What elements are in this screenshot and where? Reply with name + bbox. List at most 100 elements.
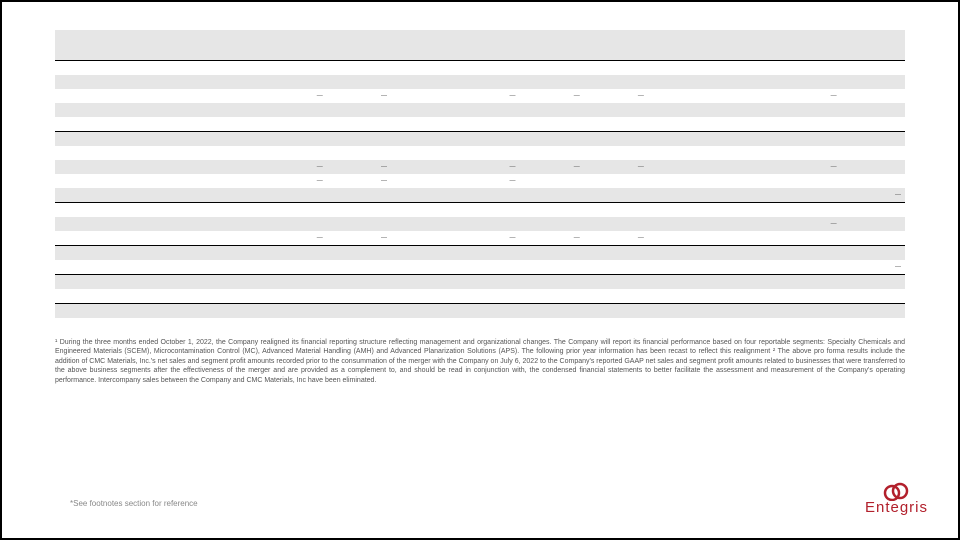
- table-cell: [519, 304, 583, 319]
- table-cell: [841, 174, 905, 188]
- table-cell: —: [776, 89, 840, 103]
- page: ——————————————————————— ¹ During the thr…: [0, 0, 960, 540]
- table-cell: [263, 117, 327, 132]
- table-cell: [712, 188, 776, 203]
- table-cell: [55, 318, 263, 332]
- table-cell: [712, 246, 776, 261]
- table-cell: [519, 146, 583, 160]
- table-row: [55, 132, 905, 147]
- table-cell: [391, 89, 455, 103]
- table-cell: [841, 217, 905, 231]
- table-cell: [55, 275, 263, 290]
- table-row: [55, 318, 905, 332]
- table-cell: [648, 146, 712, 160]
- table-cell: [327, 318, 391, 332]
- financial-table: ———————————————————————: [55, 30, 905, 332]
- table-cell: —: [584, 231, 648, 246]
- table-cell: [263, 217, 327, 231]
- table-cell: [841, 160, 905, 174]
- brand-name: Entegris: [865, 499, 928, 516]
- table-cell: [584, 304, 648, 319]
- table-cell: [263, 146, 327, 160]
- table-cell: [841, 132, 905, 147]
- table-cell: [776, 318, 840, 332]
- table-cell: [841, 61, 905, 76]
- table-cell: [327, 203, 391, 218]
- table-cell: [712, 174, 776, 188]
- table-row: [55, 103, 905, 117]
- table-cell: [584, 318, 648, 332]
- table-cell: [519, 289, 583, 304]
- table-cell: [712, 89, 776, 103]
- table-cell: [263, 260, 327, 275]
- table-cell: [327, 103, 391, 117]
- table-cell: [327, 217, 391, 231]
- table-cell: [55, 174, 263, 188]
- table-cell: [648, 231, 712, 246]
- table-cell: [55, 75, 263, 89]
- table-cell: [327, 132, 391, 147]
- table-cell: [712, 203, 776, 218]
- table-row: ——————: [55, 89, 905, 103]
- table-cell: [584, 188, 648, 203]
- table-cell: [648, 160, 712, 174]
- table-cell: [712, 61, 776, 76]
- table-cell: [55, 260, 263, 275]
- table-cell: —: [584, 160, 648, 174]
- table-cell: [263, 304, 327, 319]
- table-cell: [327, 260, 391, 275]
- table-cell: [841, 318, 905, 332]
- table-cell: [648, 289, 712, 304]
- table-cell: [391, 188, 455, 203]
- table-cell: [712, 103, 776, 117]
- table-cell: [712, 30, 776, 61]
- table-cell: [712, 217, 776, 231]
- table-cell: —: [841, 188, 905, 203]
- table-cell: [648, 318, 712, 332]
- table-cell: [712, 289, 776, 304]
- table-row: —————: [55, 231, 905, 246]
- table-cell: [519, 318, 583, 332]
- table-cell: [263, 275, 327, 290]
- table-cell: —: [455, 89, 519, 103]
- table-cell: [327, 275, 391, 290]
- table-cell: [391, 117, 455, 132]
- table-cell: [776, 174, 840, 188]
- table-cell: [776, 117, 840, 132]
- table-cell: [391, 246, 455, 261]
- table-cell: [584, 117, 648, 132]
- table-cell: [455, 217, 519, 231]
- table-cell: [776, 103, 840, 117]
- table-cell: [648, 275, 712, 290]
- table-cell: [648, 103, 712, 117]
- table-cell: [712, 146, 776, 160]
- table-cell: [648, 217, 712, 231]
- table-cell: [841, 246, 905, 261]
- table-row: —: [55, 260, 905, 275]
- table-cell: [263, 61, 327, 76]
- table-cell: [584, 103, 648, 117]
- table-row: —: [55, 188, 905, 203]
- table-cell: [519, 260, 583, 275]
- table-cell: [55, 30, 263, 61]
- table-cell: [327, 117, 391, 132]
- table-row: [55, 203, 905, 218]
- table-row: [55, 146, 905, 160]
- table-cell: [55, 246, 263, 261]
- table-cell: —: [841, 260, 905, 275]
- table-cell: [391, 304, 455, 319]
- table-cell: [841, 275, 905, 290]
- table-cell: [263, 103, 327, 117]
- table-cell: [776, 30, 840, 61]
- table-cell: [776, 61, 840, 76]
- table-cell: [263, 289, 327, 304]
- table-cell: [391, 146, 455, 160]
- table-cell: [455, 188, 519, 203]
- table-cell: [55, 289, 263, 304]
- table-cell: [391, 260, 455, 275]
- table-cell: [455, 117, 519, 132]
- table-cell: [55, 117, 263, 132]
- table-cell: [776, 231, 840, 246]
- table-cell: [584, 30, 648, 61]
- table-cell: [455, 318, 519, 332]
